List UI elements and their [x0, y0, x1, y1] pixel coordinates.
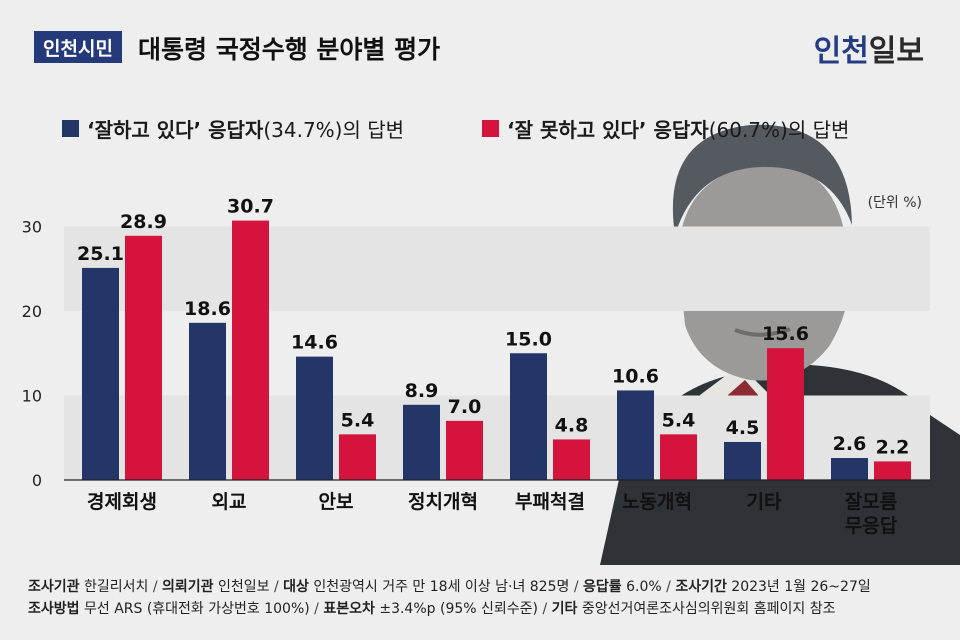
footnote-line-2: 조사방법 무선 ARS (휴대전화 가상번호 100%) / 표본오차 ±3.4… [28, 598, 871, 620]
value-label-negative: 5.4 [662, 409, 696, 431]
footnote-value: 한길리서치 [79, 579, 149, 595]
bar-positive [617, 390, 654, 480]
footnote-label: 기타 [551, 601, 578, 617]
footnote-label: 응답률 [583, 579, 622, 595]
value-label-negative: 7.0 [448, 396, 482, 418]
brand-part1: 인천 [813, 34, 869, 69]
category-label: 정치개혁 [408, 491, 478, 513]
footnotes: 조사기관 한길리서치 / 의뢰기관 인천일보 / 대상 인천광역시 거주 만 1… [28, 576, 871, 620]
bar-negative [767, 348, 804, 480]
bar-positive [296, 356, 333, 480]
footnote-separator: / [569, 579, 584, 595]
value-label-negative: 4.8 [555, 414, 589, 436]
footnote-value: 2023년 1월 26~27일 [726, 579, 871, 595]
footnote-separator: / [269, 579, 284, 595]
footnote-label: 의뢰기관 [162, 579, 214, 595]
bar-positive [831, 458, 868, 480]
value-label-positive: 2.6 [833, 433, 867, 455]
category-label: 부패척결 [515, 491, 585, 513]
value-label-positive: 8.9 [405, 380, 439, 402]
grid-band [64, 226, 930, 311]
value-label-negative: 15.6 [762, 323, 809, 345]
y-tick-label: 30 [22, 218, 42, 237]
brand-part2: 일보 [868, 34, 924, 69]
legend-negative-label: ‘잘 못하고 있다’ 응답자 [507, 118, 709, 142]
footnote-value: 무선 ARS (휴대전화 가상번호 100%) [79, 601, 310, 617]
bar-positive [82, 267, 119, 480]
value-label-positive: 14.6 [291, 332, 338, 354]
category-label: 무응답 [845, 515, 898, 537]
bar-positive [724, 441, 761, 480]
footnote-line-1: 조사기관 한길리서치 / 의뢰기관 인천일보 / 대상 인천광역시 거주 만 1… [28, 576, 871, 598]
value-label-negative: 5.4 [341, 409, 375, 431]
footnote-label: 조사방법 [28, 601, 80, 617]
footnote-label: 표본오차 [323, 601, 375, 617]
legend-negative: ‘잘 못하고 있다’ 응답자 (60.7%)의 답변 [482, 114, 849, 143]
bar-negative [339, 434, 376, 480]
value-label-negative: 28.9 [120, 211, 167, 233]
y-tick-label: 10 [22, 387, 42, 406]
footnote-label: 대상 [283, 579, 309, 595]
footnote-separator: / [538, 601, 552, 617]
footnote-separator: / [148, 579, 163, 595]
bar-negative [232, 220, 269, 480]
legend-positive-swatch [62, 120, 79, 137]
value-label-positive: 25.1 [77, 243, 124, 265]
brand-logo: 인천일보 [814, 26, 924, 70]
bar-negative [125, 235, 162, 480]
category-label: 안보 [319, 491, 354, 513]
unit-label: (단위 %) [867, 195, 922, 211]
bar-positive [403, 404, 440, 480]
bar-negative [446, 420, 483, 480]
footnote-label: 조사기간 [675, 579, 727, 595]
legend-negative-swatch [482, 120, 499, 137]
value-label-negative: 30.7 [227, 196, 274, 218]
bar-negative [874, 461, 911, 480]
legend-positive: ‘잘하고 있다’ 응답자 (34.7%)의 답변 [62, 114, 404, 143]
y-tick-label: 20 [22, 302, 42, 321]
category-label: 잘모름 [845, 491, 897, 513]
value-label-positive: 15.0 [505, 328, 552, 350]
footnote-value: 인천일보 [213, 579, 270, 595]
footnote-label: 조사기관 [28, 579, 80, 595]
footnote-value: 6.0% [621, 579, 662, 595]
bar-positive [510, 353, 547, 480]
footnote-separator: / [309, 601, 324, 617]
value-label-positive: 10.6 [612, 365, 659, 387]
footnote-value: ±3.4%p (95% 신뢰수준) [374, 601, 538, 617]
footnote-value: 인천광역시 거주 만 18세 이상 남·녀 825명 [308, 579, 570, 595]
bar-positive [189, 322, 226, 480]
category-label: 기타 [747, 491, 782, 513]
legend-positive-pct: (34.7%)의 답변 [263, 118, 405, 142]
y-tick-label: 0 [32, 471, 42, 490]
region-tag: 인천시민 [34, 31, 122, 63]
footnote-separator: / [661, 579, 676, 595]
legend-negative-pct: (60.7%)의 답변 [708, 118, 850, 142]
value-label-negative: 2.2 [876, 436, 910, 458]
bar-negative [553, 439, 590, 480]
category-label: 노동개혁 [622, 491, 692, 513]
bar-negative [660, 434, 697, 480]
legend-positive-label: ‘잘하고 있다’ 응답자 [87, 118, 264, 142]
footnote-value: 중앙선거여론조사심의위원회 홈페이지 참조 [577, 601, 836, 617]
value-label-positive: 4.5 [726, 417, 760, 439]
value-label-positive: 18.6 [184, 298, 231, 320]
chart-title: 대통령 국정수행 분야별 평가 [138, 35, 441, 64]
category-label: 경제회생 [87, 491, 157, 513]
category-label: 외교 [212, 491, 247, 513]
